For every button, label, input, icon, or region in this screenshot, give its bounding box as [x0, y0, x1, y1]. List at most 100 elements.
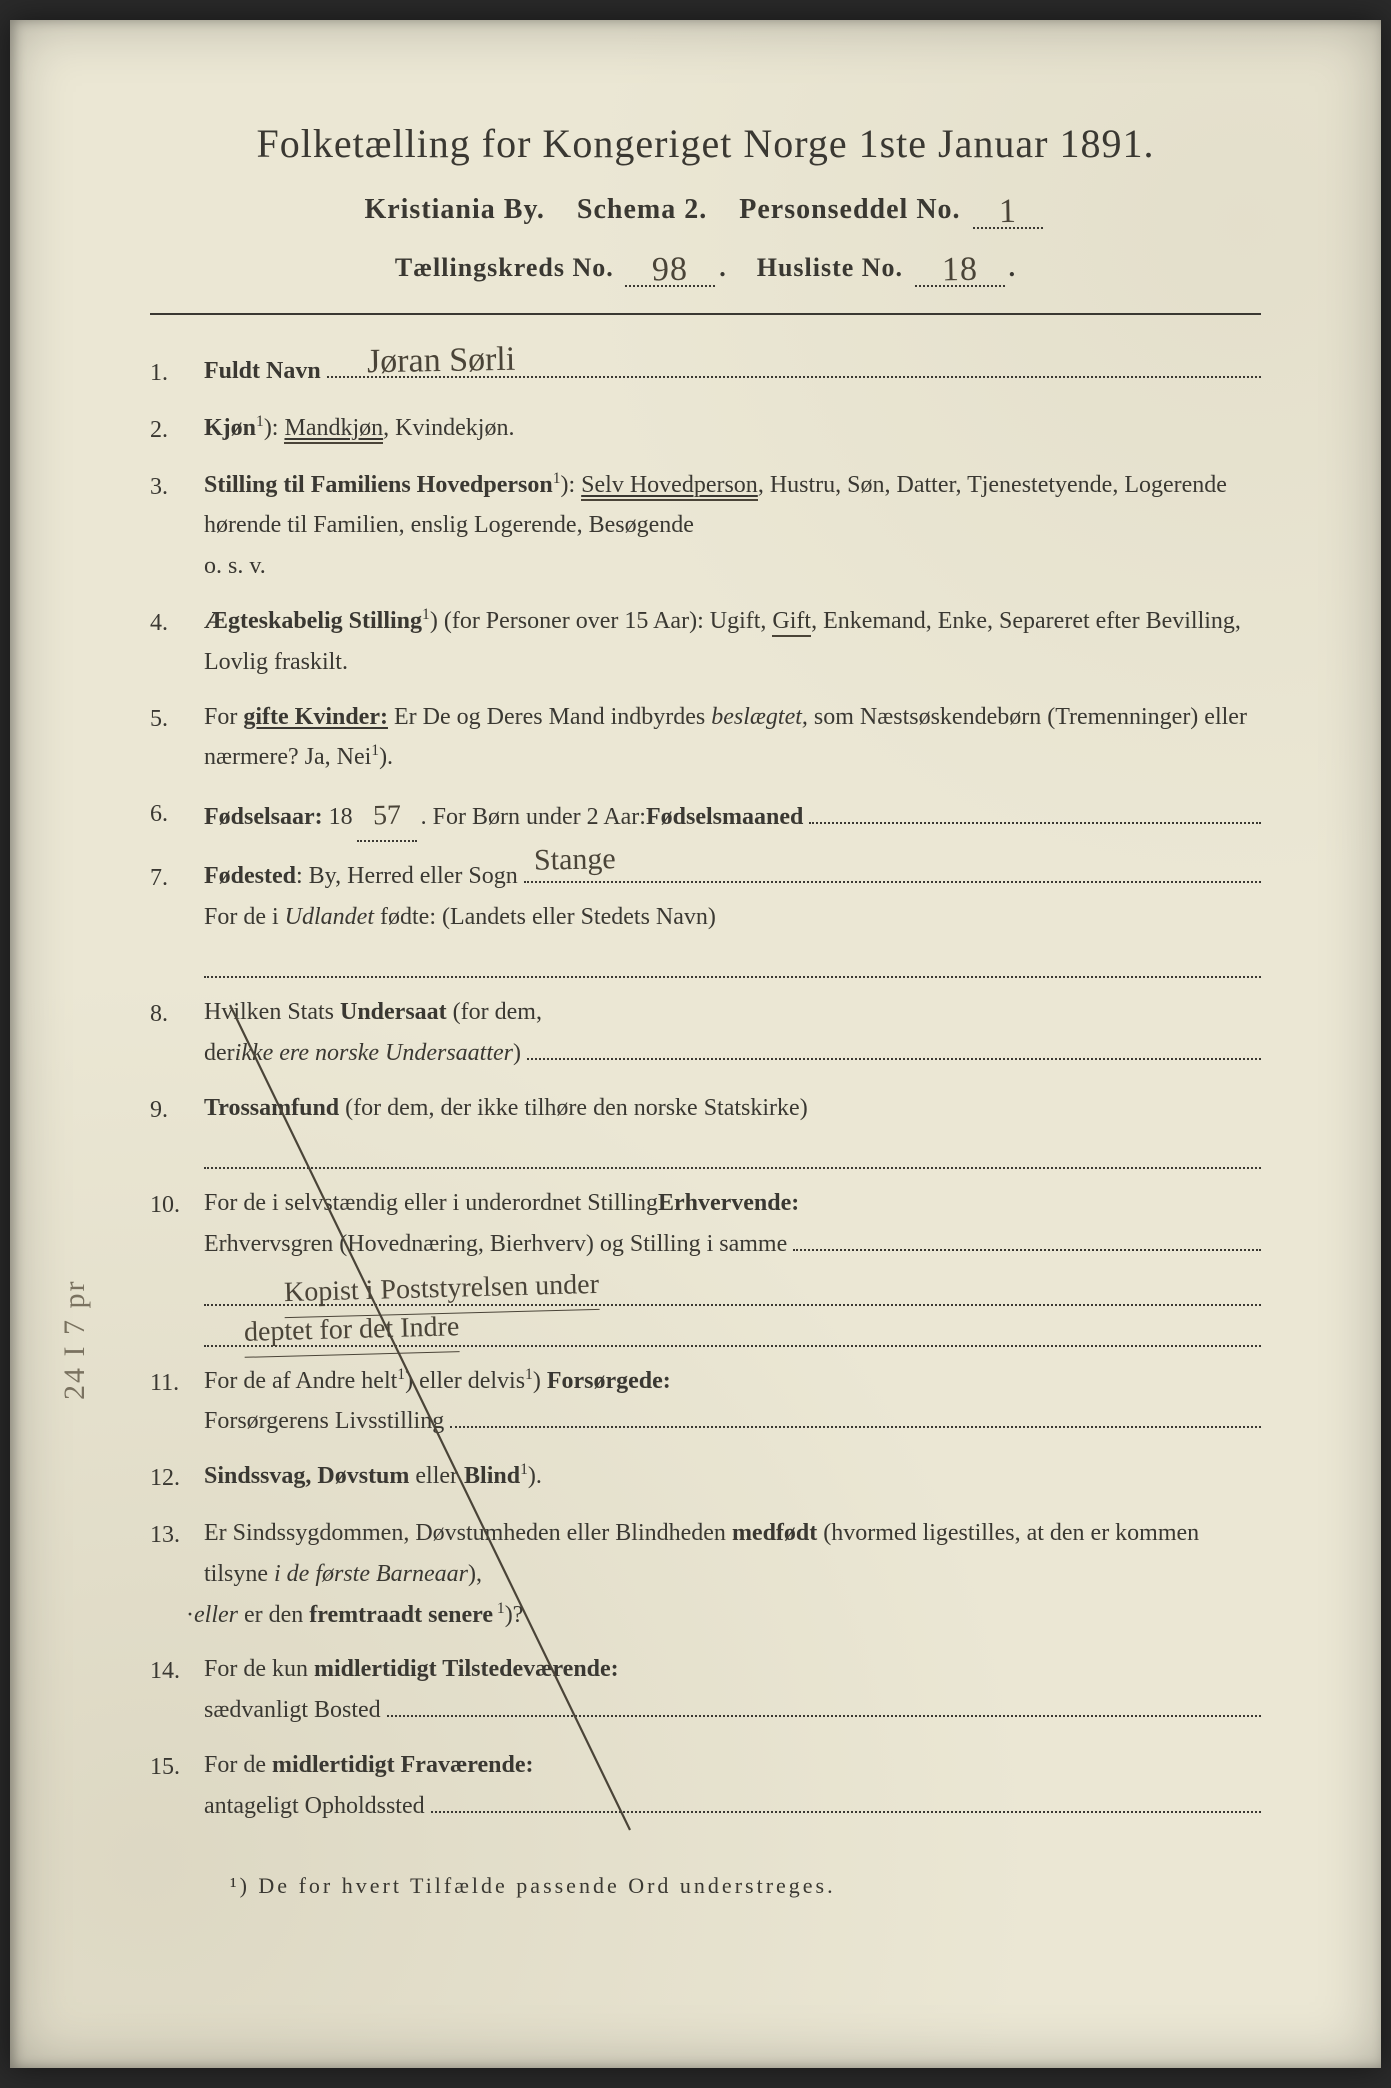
label-female: , Kvindekjøn.: [383, 415, 514, 441]
birthplace-label: Fødested: [204, 856, 296, 897]
absent-label: midlertidigt Fraværende:: [272, 1752, 534, 1778]
temp-pre: For de kun: [204, 1656, 314, 1682]
later-label: fremtraadt senere: [309, 1602, 493, 1628]
entry-num: 10.: [150, 1183, 204, 1226]
person-no-field: 1: [973, 189, 1043, 229]
label-marital: Ægteskabelig Stilling: [204, 608, 422, 634]
kreds-line: Tællingskreds No. 98. Husliste No. 18.: [150, 247, 1261, 287]
footnote: ¹) De for hvert Tilfælde passende Ord un…: [150, 1873, 1261, 1899]
subject-field: [527, 1034, 1261, 1060]
entry-13: 13. Er Sindssygdommen, Døvstumheden elle…: [150, 1513, 1261, 1635]
religion-label: Trossamfund: [204, 1095, 339, 1121]
birthyear-prefix: 18: [329, 797, 353, 838]
entry-num: 6.: [150, 792, 204, 835]
dep-label: Forsørgede:: [547, 1368, 671, 1394]
congenital-paren: ),: [468, 1561, 482, 1587]
occ-field-0: [793, 1225, 1261, 1251]
entry-11: 11. For de af Andre helt1) eller delvis1…: [150, 1361, 1261, 1443]
entry-num: 3.: [150, 465, 204, 508]
occ-sub: Erhvervsgren (Hovednæring, Bierhverv) og…: [204, 1224, 787, 1265]
husliste-label: Husliste No.: [757, 253, 903, 282]
census-form-page: 24 I 7 pr Folketælling for Kongeriget No…: [10, 20, 1381, 2068]
city-label: Kristiania By.: [364, 194, 544, 225]
entries-block: 1. Fuldt Navn Jøran Sørli 2. Kjøn1): Man…: [150, 351, 1261, 1827]
dep-field: [450, 1402, 1261, 1428]
dep-sub: Forsørgerens Livsstilling: [204, 1401, 444, 1442]
later-pre: er den: [238, 1602, 309, 1628]
absent-field: [431, 1786, 1261, 1812]
entry-9: 9. Trossamfund (for dem, der ikke tilhør…: [150, 1088, 1261, 1170]
subject-sub: ikke ere norske Undersaatter: [235, 1033, 513, 1074]
entry-4: 4. Ægteskabelig Stilling1) (for Personer…: [150, 601, 1261, 683]
marital-pre: (for Personer over 15 Aar): Ugift,: [444, 608, 773, 634]
value-male: Mandkjøn: [284, 415, 383, 444]
entry-num: 2.: [150, 408, 204, 451]
subject-paren: ): [513, 1033, 521, 1074]
birthplace-field: Stange: [524, 856, 1261, 882]
entry-num: 7.: [150, 856, 204, 899]
label-sex: Kjøn: [204, 415, 256, 441]
tellingkreds-field: 98: [625, 247, 715, 287]
tellingkreds-value: 98: [652, 251, 689, 290]
disability-a: Sindssvag, Døvstum: [204, 1463, 409, 1489]
person-label: Personseddel No.: [739, 194, 960, 225]
subject-pre: Hvilken Stats: [204, 999, 340, 1025]
l5d: beslægtet,: [711, 704, 808, 730]
page-title: Folketælling for Kongeriget Norge 1ste J…: [150, 120, 1261, 167]
value-head: Selv Hovedperson: [581, 472, 758, 501]
abroad-label: Udlandet: [285, 904, 374, 930]
entry-14: 14. For de kun midlertidigt Tilstedevære…: [150, 1649, 1261, 1731]
entry-10: 10. For de i selvstændig eller i underor…: [150, 1183, 1261, 1346]
birthyear-label: Fødselsaar:: [204, 797, 323, 838]
occ-value-2: deptet for det Indre: [243, 1303, 460, 1357]
occ-pre: For de i selvstændig eller i underordnet…: [204, 1183, 658, 1224]
label-relation: Stilling til Familiens Hovedperson: [204, 472, 553, 498]
entry-num: 1.: [150, 351, 204, 394]
husliste-value: 18: [941, 251, 978, 290]
abroad-pre: For de i: [204, 904, 285, 930]
tellingkreds-label: Tællingskreds No.: [395, 253, 614, 282]
entry-num: 12.: [150, 1456, 204, 1499]
entry-7: 7. Fødested: By, Herred eller Sogn Stang…: [150, 856, 1261, 978]
congenital-label: medfødt: [732, 1520, 817, 1546]
entry-1: 1. Fuldt Navn Jøran Sørli: [150, 351, 1261, 394]
entry-12: 12. Sindssvag, Døvstum eller Blind1).: [150, 1456, 1261, 1499]
for-label: For: [204, 704, 243, 730]
husliste-field: 18: [915, 247, 1005, 287]
or-label: eller: [194, 1602, 238, 1628]
religion-field: [204, 1131, 1261, 1169]
birthmonth-field: [809, 798, 1261, 824]
religion-sub: (for dem, der ikke tilhøre den norske St…: [339, 1095, 808, 1121]
header-rule: [150, 313, 1261, 315]
subject-label: Undersaat: [340, 999, 447, 1025]
congenital-years: i de første Barneaar: [274, 1561, 468, 1587]
schema-label: Schema 2.: [577, 194, 707, 225]
entry-15: 15. For de midlertidigt Fraværende: anta…: [150, 1745, 1261, 1827]
entry-num: 11.: [150, 1361, 204, 1404]
birthyear-value: 57: [372, 792, 401, 840]
entry-num: 9.: [150, 1088, 204, 1131]
birthyear-field: 57: [357, 792, 417, 842]
entry-8: 8. Hvilken Stats Undersaat (for dem, der…: [150, 992, 1261, 1074]
margin-annotation: 24 I 7 pr: [58, 1280, 92, 1400]
occ-field-2: deptet for det Indre: [204, 1308, 1261, 1346]
l5c: Er De og Deres Mand indbyrdes: [388, 704, 711, 730]
disability-or: eller: [409, 1463, 464, 1489]
abroad-post: fødte: (Landets eller Stedets Navn): [374, 904, 716, 930]
birthmonth-label: Fødselsmaaned: [646, 797, 803, 838]
entry-num: 15.: [150, 1745, 204, 1788]
occ-field-1: Kopist i Poststyrelsen under: [204, 1267, 1261, 1305]
subtitle-line: Kristiania By. Schema 2. Personseddel No…: [150, 189, 1261, 229]
temp-label: midlertidigt Tilstedeværende:: [314, 1656, 619, 1682]
relation-etc: o. s. v.: [204, 546, 1261, 587]
entry-num: 14.: [150, 1649, 204, 1692]
name-value: Jøran Sørli: [366, 330, 515, 390]
birthplace-sub: : By, Herred eller Sogn: [296, 856, 518, 897]
entry-6: 6. Fødselsaar: 1857 . For Børn under 2 A…: [150, 792, 1261, 842]
temp-sub: sædvanligt Bosted: [204, 1690, 381, 1731]
gifte-kvinder: gifte Kvinder:: [243, 704, 388, 730]
label-name: Fuldt Navn: [204, 351, 321, 392]
entry-num: 5.: [150, 697, 204, 740]
birthplace-value: Stange: [533, 834, 616, 886]
absent-sub: antageligt Opholdssted: [204, 1786, 425, 1827]
